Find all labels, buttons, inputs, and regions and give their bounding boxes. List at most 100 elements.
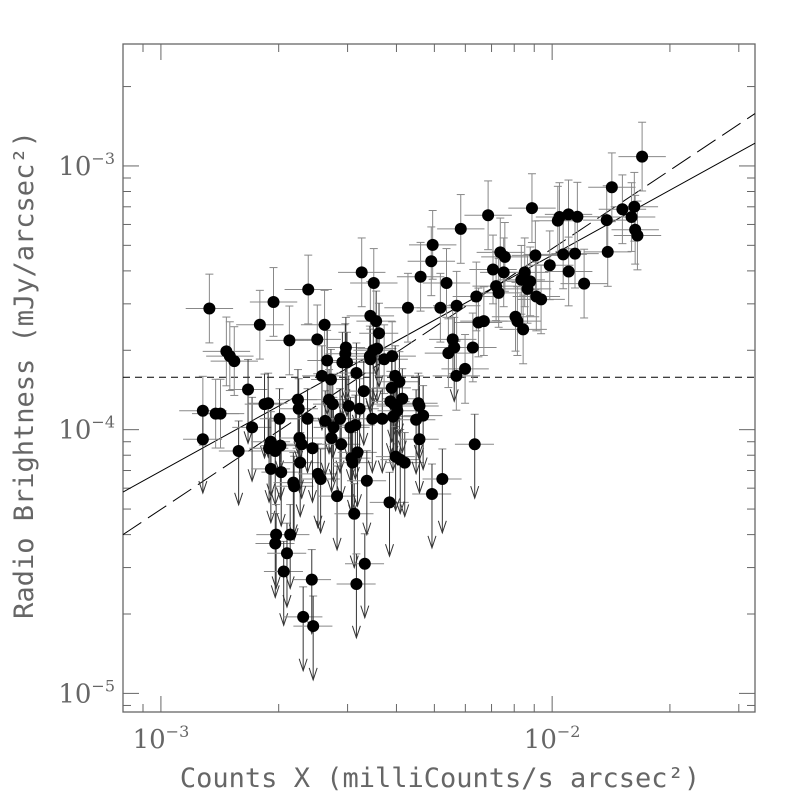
detection-point	[497, 266, 510, 279]
upper-limit-point	[351, 446, 364, 459]
upper-limit-arrow-head	[271, 576, 281, 591]
detection-point	[367, 276, 380, 289]
upper-limit-arrow-head	[414, 480, 424, 495]
upper-limit-point	[264, 462, 277, 475]
upper-limit-point	[277, 565, 290, 578]
upper-limit-arrow-head	[327, 479, 337, 494]
upper-limit-point	[335, 438, 348, 451]
upper-limit-arrow-head	[307, 489, 317, 504]
upper-limit-arrow-head	[316, 520, 326, 535]
upper-limit-point	[307, 620, 320, 633]
detection-point	[446, 333, 459, 346]
data-points	[196, 150, 649, 633]
upper-limit-arrow-head	[411, 461, 421, 476]
upper-limit-arrow-head	[427, 535, 437, 550]
upper-limit-point	[246, 421, 259, 434]
upper-limit-point	[274, 439, 287, 452]
upper-limit-arrow-head	[295, 504, 305, 519]
upper-limit-point	[314, 473, 327, 486]
upper-limit-arrow-head	[285, 576, 295, 591]
upper-limit-arrow-head	[243, 431, 253, 445]
detection-point	[518, 266, 531, 279]
upper-limit-point	[353, 402, 366, 415]
upper-limit-point	[358, 557, 371, 570]
detection-point	[267, 295, 280, 308]
upper-limit-point	[342, 399, 355, 412]
upper-limit-point	[383, 496, 396, 509]
plot-frame-border	[122, 43, 756, 713]
detection-point	[311, 333, 324, 346]
detection-point	[442, 347, 455, 360]
detection-point	[553, 211, 566, 224]
upper-limit-point	[297, 610, 310, 623]
detection-point	[426, 238, 439, 251]
detection-point	[401, 301, 414, 314]
detection-point	[636, 150, 649, 163]
detection-point	[482, 209, 495, 222]
upper-limit-point	[323, 393, 336, 406]
upper-limit-arrow-head	[367, 460, 377, 475]
upper-limit-arrow-head	[470, 485, 480, 500]
detection-point	[605, 181, 618, 194]
upper-limit-arrow-head	[320, 462, 330, 477]
detection-point	[543, 259, 556, 272]
detection-point	[477, 315, 490, 328]
detection-point	[450, 369, 463, 382]
upper-limit-point	[376, 412, 389, 425]
upper-limit-point	[301, 412, 314, 425]
upper-limit-point	[295, 438, 308, 451]
fit-line-dashed	[122, 113, 756, 536]
upper-limit-arrow-head	[350, 466, 360, 481]
detection-point	[625, 211, 638, 224]
upper-limit-point	[334, 412, 347, 425]
upper-limit-point	[264, 435, 277, 448]
upper-limit-point	[273, 412, 286, 425]
upper-limit-point	[417, 409, 430, 422]
upper-limit-arrow-head	[324, 441, 334, 456]
upper-limit-point	[321, 354, 334, 367]
upper-limit-arrow-head	[275, 487, 285, 502]
detection-point	[628, 200, 641, 213]
detection-point	[302, 283, 315, 296]
upper-limit-arrow-head	[368, 391, 378, 406]
upper-limit-arrow-head	[234, 492, 244, 507]
detection-point	[562, 265, 575, 278]
detection-point	[414, 270, 427, 283]
detection-point	[466, 341, 479, 354]
detection-point	[498, 250, 511, 263]
upper-limit-point	[306, 442, 319, 455]
detection-point	[253, 318, 266, 331]
upper-limit-point	[396, 392, 409, 405]
plot-frame	[122, 43, 756, 713]
detection-point	[283, 334, 296, 347]
upper-limit-point	[346, 456, 359, 469]
upper-limit-arrow-head	[282, 594, 292, 609]
upper-limit-arrow-head	[351, 625, 361, 640]
y-tick-label: 10−5	[58, 676, 115, 709]
upper-limit-arrow-head	[298, 658, 308, 673]
upper-limit-point	[269, 537, 282, 550]
upper-limit-point	[305, 573, 318, 586]
upper-limit-point	[393, 375, 406, 388]
upper-limit-arrow-head	[418, 457, 428, 472]
upper-limit-point	[357, 385, 370, 398]
detection-point	[459, 362, 472, 375]
detection-point	[364, 309, 377, 322]
upper-limit-point	[262, 397, 275, 410]
upper-limit-point	[413, 399, 426, 412]
detection-point	[214, 407, 227, 420]
upper-limit-arrow-head	[372, 390, 382, 404]
detection-point	[434, 301, 447, 314]
upper-limit-point	[350, 367, 363, 380]
upper-limit-point	[315, 369, 328, 382]
x-axis-label: Counts X (milliCounts/s arcsec²)	[180, 763, 700, 794]
upper-limit-point	[341, 356, 354, 369]
detection-point	[196, 404, 209, 417]
upper-limit-arrow-head	[362, 522, 372, 537]
detection-point	[557, 248, 570, 261]
detection-point	[525, 202, 538, 215]
upper-limit-point	[291, 393, 304, 406]
upper-limit-point	[319, 414, 332, 427]
upper-limit-arrow-head	[332, 537, 342, 552]
